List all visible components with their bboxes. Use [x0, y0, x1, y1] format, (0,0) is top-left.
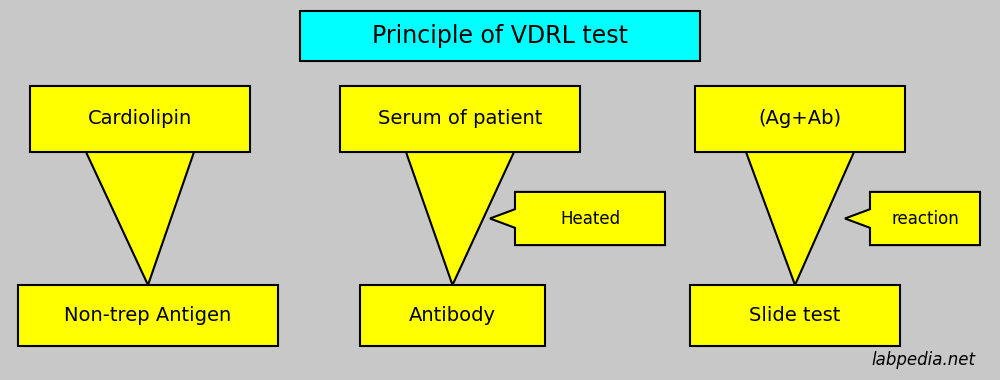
Text: Principle of VDRL test: Principle of VDRL test: [372, 24, 628, 48]
Polygon shape: [490, 192, 665, 245]
FancyBboxPatch shape: [340, 86, 580, 152]
Polygon shape: [86, 152, 194, 285]
Text: labpedia.net: labpedia.net: [871, 351, 975, 369]
FancyBboxPatch shape: [30, 86, 250, 152]
Text: Cardiolipin: Cardiolipin: [88, 109, 192, 128]
FancyBboxPatch shape: [300, 11, 700, 61]
FancyBboxPatch shape: [695, 86, 905, 152]
Polygon shape: [746, 152, 854, 285]
Text: Heated: Heated: [560, 209, 620, 228]
Text: Non-trep Antigen: Non-trep Antigen: [64, 306, 232, 325]
Text: Antibody: Antibody: [409, 306, 496, 325]
Polygon shape: [845, 192, 980, 245]
Text: reaction: reaction: [891, 209, 959, 228]
Polygon shape: [406, 152, 514, 285]
Text: Slide test: Slide test: [749, 306, 841, 325]
Text: Serum of patient: Serum of patient: [378, 109, 542, 128]
FancyBboxPatch shape: [360, 285, 545, 346]
Text: (Ag+Ab): (Ag+Ab): [758, 109, 842, 128]
FancyBboxPatch shape: [690, 285, 900, 346]
FancyBboxPatch shape: [18, 285, 278, 346]
